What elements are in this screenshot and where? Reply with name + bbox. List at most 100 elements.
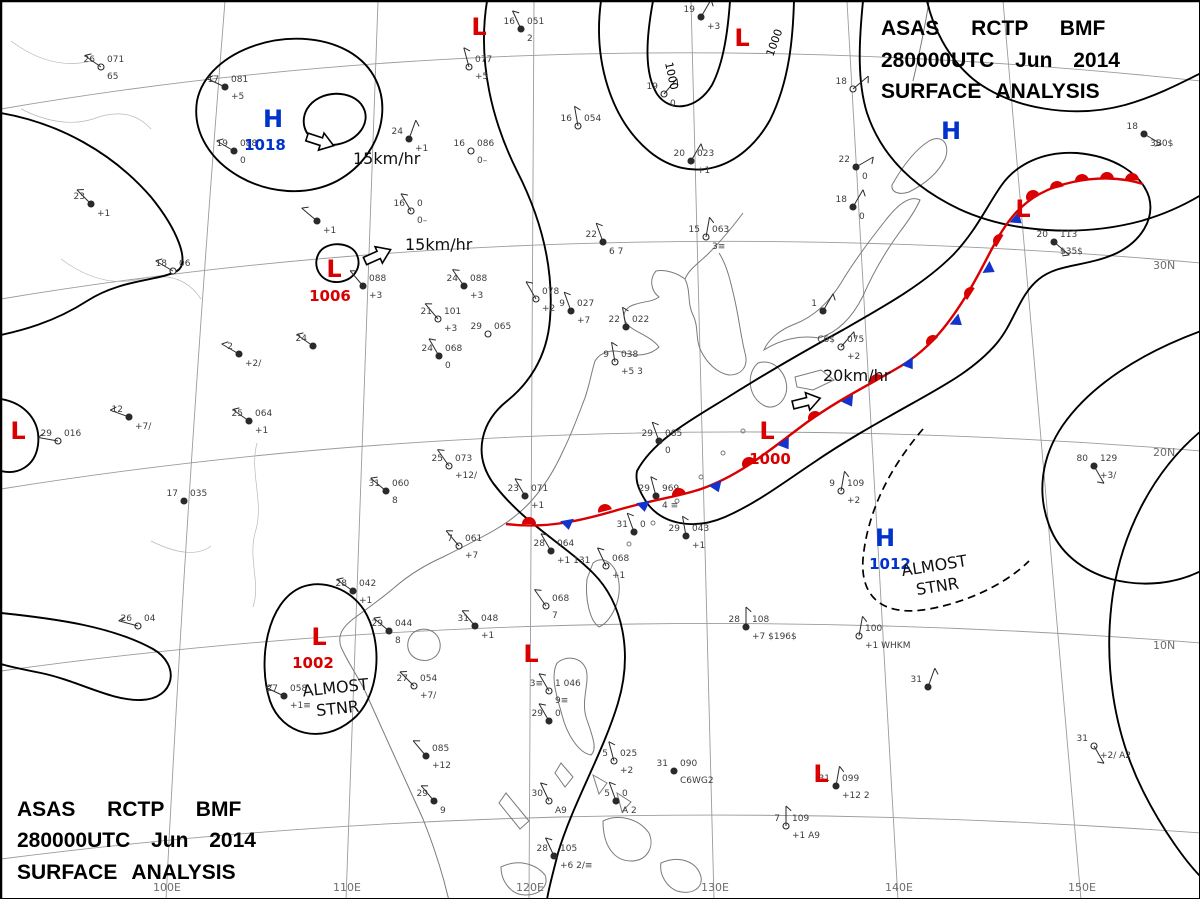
svg-text:8: 8 [392,496,398,506]
svg-text:075: 075 [847,335,864,345]
svg-text:24: 24 [392,127,404,137]
svg-text:+1: +1 [697,166,710,176]
pressure-value: 1002 [292,654,334,672]
svg-text:+3: +3 [369,291,382,301]
station-plot: 31 099 +12 2 [819,765,870,801]
svg-text:+1: +1 [323,226,336,236]
svg-text:30: 30 [532,789,544,799]
svg-text:6 7: 6 7 [609,247,623,257]
svg-text:+7/: +7/ [420,691,437,701]
cold-front-marker [840,394,854,407]
pressure-center-h: H [941,117,961,145]
svg-text:086: 086 [477,139,494,149]
isobar-line [1041,330,1199,585]
station-plot: 24 +1 [392,119,428,154]
svg-text:038: 038 [621,350,638,360]
svg-text:29: 29 [372,619,384,629]
svg-text:+12 2: +12 2 [842,791,870,801]
svg-text:+2: +2 [620,766,633,776]
ryukyu-island [740,428,746,434]
station-plot: 18 0 [836,189,866,222]
lat-label: 20N [1153,446,1175,459]
svg-text:7: 7 [774,814,780,824]
svg-text:068: 068 [552,594,569,604]
motion-arrow-icon [304,131,335,152]
warm-front-marker [993,234,1004,248]
svg-text:29: 29 [41,429,53,439]
station-plot: 31 +2/ A2 [1077,734,1131,764]
svg-text:19: 19 [684,5,696,15]
station-plot: 26 04 [118,614,156,630]
front-layer [505,172,1144,530]
hainan-island [407,628,441,661]
ryukyu-island [626,541,632,547]
station-plot: 25 064 +1 [232,407,272,436]
station-plot: 20 023 +1 [674,143,714,176]
motion-arrow-icon [791,391,822,412]
svg-text:+5: +5 [475,72,488,82]
cold-front-marker [777,437,789,450]
svg-text:A 2: A 2 [622,806,637,816]
svg-text:25: 25 [232,409,243,419]
svg-text:016: 016 [64,429,81,439]
svg-text:3≡: 3≡ [712,242,725,252]
svg-text:28: 28 [534,539,546,549]
pressure-value: 1018 [244,136,286,154]
svg-text:023: 023 [697,149,714,159]
graticule-meridian [528,1,535,898]
svg-text:29: 29 [669,524,681,534]
graticule-parallel [1,52,1199,110]
svg-text:+1: +1 [255,426,268,436]
lon-label: 140E [885,881,913,894]
svg-text:28: 28 [729,615,741,625]
pressure-center-h: H [875,524,895,552]
svg-text:29: 29 [642,429,654,439]
svg-text:+1: +1 [531,501,544,511]
warm-front-marker [522,517,536,524]
svg-text:31: 31 [657,759,668,769]
isobar-line [1,398,40,473]
svg-text:16: 16 [454,139,466,149]
svg-text:129: 129 [1100,454,1117,464]
lat-label: 10N [1153,639,1175,652]
warm-front-marker [870,374,884,385]
station-plot: 22 6 7 [586,222,623,257]
isobar-line [263,583,378,735]
svg-text:044: 044 [395,619,412,629]
palawan-island [498,792,530,830]
station-plot: 29 9 [417,785,446,816]
svg-text:+7/: +7/ [135,422,152,432]
lon-label: 110E [333,881,361,894]
shikoku-island [794,369,835,391]
station-plot: 15 063 3≡ [689,216,729,252]
graticule-meridian [165,1,226,898]
svg-text:090: 090 [680,759,697,769]
svg-text:24: 24 [447,274,459,284]
svg-text:31: 31 [1077,734,1088,744]
pressure-center-l: L [326,255,341,283]
station-plot: 078 +2 [525,281,559,314]
svg-text:068: 068 [612,554,629,564]
svg-text:28: 28 [537,844,549,854]
svg-text:078: 078 [542,287,559,297]
svg-text:27: 27 [397,674,408,684]
svg-text:3≡: 3≡ [530,679,543,689]
svg-text:088: 088 [470,274,487,284]
lon-label: 130E [701,881,729,894]
station-plot: C6$ 075 +2 [817,331,864,362]
svg-text:28: 28 [336,579,348,589]
svg-text:0: 0 [445,361,451,371]
svg-text:054: 054 [584,114,601,124]
station-plot: 18 3B0$ [1127,122,1174,149]
svg-text:077: 077 [475,55,492,65]
warm-front-marker [742,457,755,468]
pressure-center-l: L [523,640,538,668]
station-plot: 22 0 [839,155,874,182]
station-plot: 20 113 $35$ [1037,230,1083,257]
isobar-value-label: 1000 [764,27,786,58]
svg-text:+2: +2 [542,304,555,314]
graticule-parallel [1,814,1199,860]
svg-text:+7: +7 [577,316,590,326]
stationarity-note: ALMOST [302,675,370,701]
